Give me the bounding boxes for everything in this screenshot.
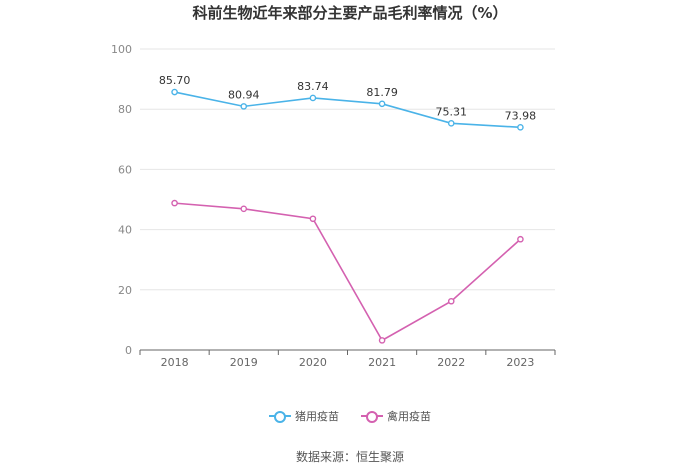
grid-lines: [140, 48, 555, 291]
data-point: [309, 215, 317, 223]
legend: 猪用疫苗 禽用疫苗: [0, 408, 700, 424]
y-tick-label: 40: [118, 224, 132, 237]
data-point: [517, 124, 524, 131]
data-point: [240, 205, 248, 213]
data-label: 73.98: [505, 109, 537, 122]
data-label: 81.79: [366, 86, 398, 99]
data-label: 75.31: [436, 105, 468, 118]
x-tick-label: 2023: [506, 356, 534, 369]
data-label: 85.70: [159, 74, 191, 87]
data-point: [378, 337, 386, 344]
legend-swatch-icon: [361, 411, 383, 423]
series-poultry-vaccine: [171, 199, 524, 344]
chart-title: 科前生物近年来部分主要产品毛利率情况（%）: [192, 4, 508, 22]
y-tick-label: 100: [111, 43, 132, 56]
data-point: [240, 103, 248, 110]
y-tick-label: 80: [118, 103, 132, 116]
data-point: [447, 297, 455, 305]
x-tick-label: 2022: [437, 356, 465, 369]
x-tick-label: 2018: [161, 356, 189, 369]
data-point: [378, 100, 386, 108]
legend-label: 猪用疫苗: [295, 410, 339, 423]
legend-item-poultry-vaccine[interactable]: 禽用疫苗: [361, 408, 431, 424]
data-source-note: 数据来源：恒生聚源: [295, 450, 404, 464]
x-tick-label: 2020: [299, 356, 327, 369]
data-label: 83.74: [297, 80, 329, 93]
data-point: [447, 120, 455, 127]
x-tick-label: 2019: [230, 356, 258, 369]
series-line: [174, 202, 521, 342]
axes: 0 20 40 60 80 100 2018 2019 2020 2021 2022 2023: [111, 43, 556, 369]
legend-item-pig-vaccine[interactable]: 猪用疫苗: [269, 408, 339, 424]
data-label: 80.94: [228, 88, 260, 101]
series-layer: 85.70 80.94 83.74 81.79 75.31 73.98: [159, 74, 537, 344]
data-point: [309, 94, 317, 102]
y-tick-label: 20: [118, 284, 132, 297]
data-point: [171, 199, 178, 207]
y-tick-label: 60: [118, 163, 132, 176]
data-point: [171, 88, 178, 96]
x-tick-label: 2021: [368, 356, 396, 369]
legend-label: 禽用疫苗: [387, 410, 431, 423]
data-point: [517, 235, 524, 243]
series-pig-vaccine: 85.70 80.94 83.74 81.79 75.31 73.98: [159, 74, 537, 131]
legend-swatch-icon: [269, 411, 291, 423]
series-line: [174, 91, 521, 129]
y-tick-label: 0: [125, 344, 132, 357]
